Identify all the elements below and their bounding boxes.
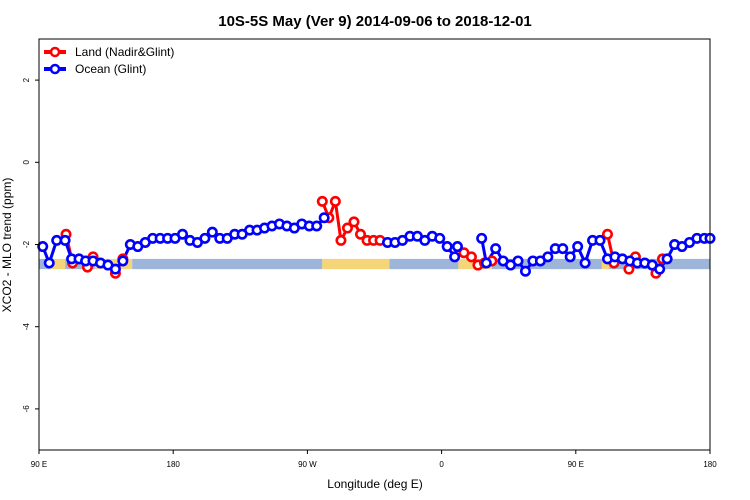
- ocean-series-points: [37, 212, 716, 277]
- ocean-data-point: [43, 257, 55, 269]
- ocean-data-point: [434, 232, 446, 244]
- ocean-data-point: [490, 243, 502, 255]
- ocean-data-point: [519, 265, 531, 277]
- x-axis-ticks: 90 E 180 90 W 0 90 E 180: [31, 450, 717, 469]
- land-data-point: [329, 195, 341, 207]
- ocean-data-point: [449, 251, 461, 263]
- ocean-data-point: [311, 220, 323, 232]
- ocean-data-point: [572, 241, 584, 253]
- ocean-data-point: [37, 241, 49, 253]
- land-data-point: [341, 222, 353, 234]
- band-segment-ocean: [132, 258, 323, 270]
- x-tick-label: 180: [167, 460, 181, 469]
- ocean-data-point: [512, 255, 524, 267]
- band-segment-land: [322, 258, 390, 270]
- land-data-point: [316, 195, 328, 207]
- x-tick-label: 180: [703, 460, 717, 469]
- ocean-data-point: [117, 255, 129, 267]
- land-data-point: [465, 251, 477, 263]
- x-axis-label: Longitude (deg E): [327, 477, 422, 491]
- ocean-data-point: [109, 263, 121, 275]
- legend-ocean-label: Ocean (Glint): [75, 62, 146, 76]
- legend-ocean-marker: [49, 63, 61, 75]
- x-tick-label: 90 W: [298, 460, 317, 469]
- legend: Land (Nadir&Glint) Ocean (Glint): [44, 45, 174, 76]
- ocean-data-point: [206, 226, 218, 238]
- y-axis-ticks: -6 -4 -2 0 2: [22, 77, 39, 412]
- y-tick-label: -4: [22, 323, 31, 331]
- band-segment-land: [50, 258, 66, 270]
- ocean-data-point: [557, 243, 569, 255]
- land-data-point: [335, 234, 347, 246]
- legend-land-marker: [49, 46, 61, 58]
- ocean-data-point: [59, 234, 71, 246]
- x-tick-label: 90 E: [31, 460, 47, 469]
- ocean-data-point: [594, 234, 606, 246]
- ocean-data-point: [654, 263, 666, 275]
- ocean-data-point: [579, 257, 591, 269]
- ocean-data-point: [564, 251, 576, 263]
- y-tick-label: -2: [22, 240, 31, 248]
- band-segment-ocean: [491, 258, 602, 270]
- ocean-data-point: [441, 241, 453, 253]
- land-data-point: [355, 228, 367, 240]
- y-tick-label: -6: [22, 405, 31, 413]
- band-segment-ocean: [389, 258, 459, 270]
- ocean-data-point: [476, 232, 488, 244]
- land-data-point: [348, 216, 360, 228]
- legend-land-label: Land (Nadir&Glint): [75, 45, 174, 59]
- ocean-data-point: [661, 253, 673, 265]
- ocean-data-point: [199, 232, 211, 244]
- ocean-data-point: [318, 212, 330, 224]
- ocean-data-point: [542, 251, 554, 263]
- y-tick-label: 0: [22, 160, 31, 165]
- chart-title: 10S-5S May (Ver 9) 2014-09-06 to 2018-12…: [218, 13, 532, 30]
- y-tick-label: 2: [22, 77, 31, 82]
- ocean-data-point: [451, 241, 463, 253]
- x-tick-label: 0: [439, 460, 444, 469]
- land-data-point: [601, 228, 613, 240]
- ocean-data-point: [177, 228, 189, 240]
- y-axis-label: XCO2 - MLO trend (ppm): [0, 178, 14, 313]
- ocean-data-point: [480, 257, 492, 269]
- x-tick-label: 90 E: [568, 460, 584, 469]
